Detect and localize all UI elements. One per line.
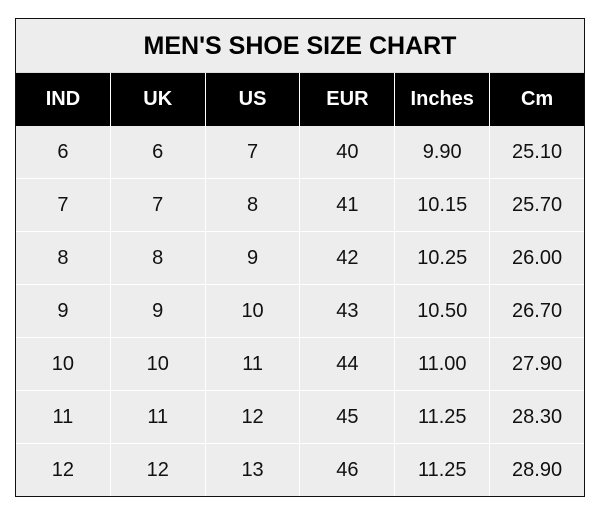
table-row: 10 10 11 44 11.00 27.90 bbox=[16, 338, 584, 391]
table-row: 11 11 12 45 11.25 28.30 bbox=[16, 391, 584, 444]
column-header: US bbox=[205, 73, 301, 126]
table-cell: 12 bbox=[205, 391, 301, 444]
table-cell: 12 bbox=[111, 444, 206, 496]
column-header: UK bbox=[110, 73, 206, 126]
table-cell: 10 bbox=[110, 338, 206, 391]
table-cell: 10 bbox=[205, 285, 301, 338]
table-cell: 26.70 bbox=[490, 285, 584, 338]
table-cell: 6 bbox=[110, 126, 206, 179]
table-cell: 8 bbox=[205, 179, 301, 232]
table-cell: 42 bbox=[300, 232, 396, 285]
table-cell: 11.25 bbox=[395, 444, 491, 496]
table-body: 6 6 7 40 9.90 25.10 7 7 8 41 10.15 25.70 8 8 9 42 10.25 2… bbox=[16, 126, 584, 496]
table-row: 7 7 8 41 10.15 25.70 bbox=[16, 179, 584, 232]
table-cell: 10.50 bbox=[395, 285, 491, 338]
table-cell: 10.15 bbox=[395, 179, 491, 232]
table-cell: 45 bbox=[300, 391, 396, 444]
table-cell: 10.25 bbox=[395, 232, 491, 285]
table-cell: 9 bbox=[110, 285, 206, 338]
table-cell: 6 bbox=[16, 126, 111, 179]
table-cell: 27.90 bbox=[490, 338, 584, 391]
size-chart-table: MEN'S SHOE SIZE CHART IND UK US EUR Inches Cm… bbox=[15, 18, 585, 497]
table-cell: 41 bbox=[300, 179, 396, 232]
column-header: Inches bbox=[395, 73, 491, 126]
table-title: MEN'S SHOE SIZE CHART bbox=[16, 19, 584, 73]
table-cell: 9 bbox=[16, 285, 111, 338]
table-cell: 7 bbox=[110, 179, 206, 232]
table-cell: 7 bbox=[205, 126, 301, 179]
table-cell: 7 bbox=[16, 179, 111, 232]
table-cell: 25.10 bbox=[490, 126, 584, 179]
table-cell: 46 bbox=[300, 444, 396, 496]
column-header: IND bbox=[16, 73, 111, 126]
table-row: 6 6 7 40 9.90 25.10 bbox=[16, 126, 584, 179]
table-cell: 26.00 bbox=[490, 232, 584, 285]
table-row: 12 12 13 46 11.25 28.90 bbox=[16, 444, 584, 496]
table-cell: 28.30 bbox=[490, 391, 584, 444]
table-cell: 44 bbox=[300, 338, 396, 391]
table-cell: 40 bbox=[300, 126, 396, 179]
table-row: 9 9 10 43 10.50 26.70 bbox=[16, 285, 584, 338]
table-cell: 11 bbox=[205, 338, 301, 391]
table-cell: 43 bbox=[300, 285, 396, 338]
table-cell: 28.90 bbox=[512, 458, 563, 481]
column-header: EUR bbox=[300, 73, 396, 126]
table-cell: 10 bbox=[16, 338, 111, 391]
table-cell: 9.90 bbox=[395, 126, 491, 179]
table-cell: 13 bbox=[206, 444, 301, 496]
table-cell: 8 bbox=[16, 232, 111, 285]
table-cell: 11 bbox=[16, 391, 111, 444]
table-cell: 11.00 bbox=[395, 338, 491, 391]
table-cell: 8 bbox=[110, 232, 206, 285]
table-cell: 25.70 bbox=[490, 179, 584, 232]
header-row: IND UK US EUR Inches Cm bbox=[16, 73, 584, 126]
table-cell: 12 bbox=[16, 444, 111, 496]
table-cell: 11.25 bbox=[395, 391, 491, 444]
table-row: 8 8 9 42 10.25 26.00 bbox=[16, 232, 584, 285]
table-cell: 9 bbox=[205, 232, 301, 285]
column-header: Cm bbox=[490, 73, 584, 126]
table-cell: 11 bbox=[110, 391, 206, 444]
